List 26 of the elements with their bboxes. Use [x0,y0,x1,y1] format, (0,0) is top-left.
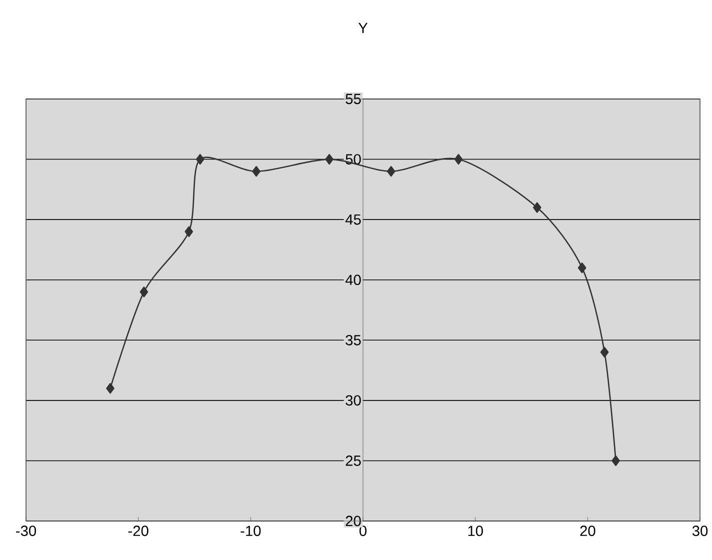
point [184,226,194,237]
point [612,455,620,466]
point [106,383,114,394]
y-tick-label: 35 [346,334,361,346]
x-tick-label: 30 [692,526,708,536]
y-axis-title: Y [358,22,368,33]
point [578,262,586,274]
y-tick-label: 45 [345,214,361,225]
point [325,154,334,165]
y-tick-label: 30 [346,395,361,406]
point [532,202,542,213]
y-tick-label: 25 [346,456,361,466]
x-tick-label: 20 [580,526,596,536]
y-tick-label: 40 [345,274,361,286]
x-tick-label: -10 [240,526,261,536]
point [454,154,463,165]
point [196,154,204,165]
point [140,286,148,298]
x-tick-label: -30 [16,526,36,536]
point [600,346,609,358]
y-tick-label: 20 [346,516,361,526]
x-tick-label: -20 [128,526,148,536]
y-tick-label: 55 [346,94,361,104]
point [252,166,260,177]
point [386,166,396,177]
x-tick-label: 10 [468,526,483,536]
